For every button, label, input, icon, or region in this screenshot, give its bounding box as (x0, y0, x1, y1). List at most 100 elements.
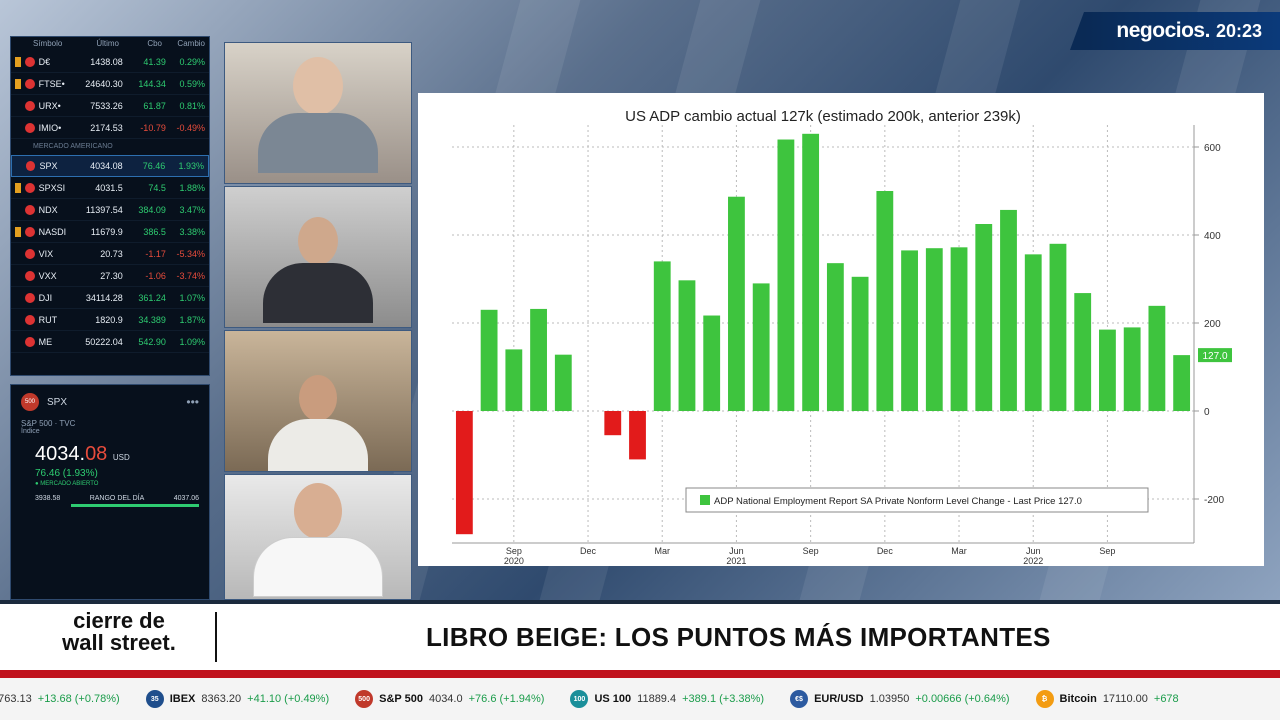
ticker-item: 500 S&P 500 4034.0 +76.6 (+1.94%) (355, 690, 544, 708)
last-value-label: 127.0 (1202, 351, 1227, 362)
ticker-change: +13.68 (+0.78%) (37, 693, 120, 705)
video-feed-1 (224, 42, 412, 184)
guest-4 (253, 483, 383, 597)
ticker-name: Bitcoin (1059, 693, 1097, 705)
ticker-change: +41.10 (+0.49%) (247, 693, 330, 705)
quote-symbol: SPX (39, 161, 58, 171)
header-change: Cbo (147, 39, 162, 48)
quote-pct: 0.81% (179, 100, 205, 111)
guest-2 (263, 217, 373, 323)
accent-line (0, 670, 1280, 678)
quote-row[interactable]: SPX 4034.08 76.46 1.93% (11, 155, 209, 177)
ticker-value: 1763.13 (0, 693, 32, 705)
x-tick-label: Dec (580, 546, 597, 556)
chart-bar (876, 191, 894, 411)
quote-pct: -5.34% (176, 248, 205, 259)
quote-row[interactable]: IMIO• 2174.53 -10.79 -0.49% (11, 117, 209, 139)
quote-row[interactable]: NASDI 11679.9 386.5 3.38% (11, 221, 209, 243)
spx-currency: USD (112, 453, 130, 462)
quote-change: 76.46 (142, 161, 166, 171)
flag-icon (24, 204, 35, 215)
chart-bar (703, 315, 721, 411)
chart-bar (1000, 209, 1017, 411)
y-tick-label: 400 (1204, 231, 1221, 242)
spx-detail-panel[interactable]: 500 SPX ••• S&P 500 · TVC Índice 4034.08… (10, 384, 210, 600)
chart-bar (925, 248, 943, 411)
quote-row[interactable]: ME 50222.04 542.90 1.09% (11, 331, 209, 353)
spx-price-dec: 08 (85, 443, 108, 465)
chart-bar (604, 411, 622, 436)
guest-3 (268, 375, 368, 471)
ticker-change: +0.00666 (+0.64%) (915, 693, 1010, 705)
ticker-item: ₿ Bitcoin 17110.00 +678 (1035, 690, 1179, 708)
quote-change: 34.389 (138, 314, 166, 325)
chart-bar (653, 261, 671, 411)
quote-symbol: URX• (38, 100, 61, 111)
flag-icon (24, 270, 35, 281)
x-tick-label: Mar (951, 546, 967, 556)
quote-symbol: DJI (38, 292, 53, 303)
chart-bar (1074, 293, 1092, 411)
x-year-label: 2022 (1023, 556, 1043, 566)
flag-icon (24, 314, 35, 325)
spx-change: 76.46 (1.93%) (35, 468, 98, 479)
header-pct: Cambio (177, 39, 205, 48)
index-logo-icon: €$ (790, 690, 809, 708)
spx-price-main: 4034. (35, 443, 86, 465)
quote-pct: 3.47% (179, 204, 205, 215)
spx-symbol: SPX (47, 396, 68, 408)
flag-icon (24, 56, 35, 67)
quote-change: -1.17 (145, 248, 166, 259)
chart-bar (1173, 355, 1191, 411)
alert-marker (15, 182, 21, 193)
quote-row[interactable]: VXX 27.30 -1.06 -3.74% (11, 265, 209, 287)
quote-row[interactable]: NDX 11397.54 384.09 3.47% (11, 199, 209, 221)
quote-row[interactable]: URX• 7533.26 61.87 0.81% (11, 95, 209, 117)
ticker-name: EUR/USD (814, 693, 864, 705)
quote-change: 144.34 (138, 78, 166, 89)
chart-bar (554, 354, 572, 411)
y-tick-label: 200 (1204, 319, 1221, 330)
quote-symbol: FTSE• (38, 78, 65, 89)
quote-row[interactable]: SPXSI 4031.5 74.5 1.88% (11, 177, 209, 199)
quote-row[interactable]: D€ 1438.08 41.39 0.29% (11, 51, 209, 73)
quote-value: 11679.9 (90, 226, 123, 237)
show-name: cierre de wall street. (44, 610, 194, 654)
alert-marker (15, 78, 21, 89)
chart-title: US ADP cambio actual 127k (estimado 200k… (625, 108, 1021, 125)
ticker-value: 1.03950 (869, 693, 910, 705)
quote-pct: 0.59% (179, 78, 205, 89)
alert-marker (15, 226, 21, 237)
quote-row[interactable]: DJI 34114.28 361.24 1.07% (11, 287, 209, 309)
header-symbol: Símbolo (33, 39, 63, 48)
ticker-change: +678 (1153, 693, 1179, 705)
ticker-name: S&P 500 (379, 693, 423, 705)
section-label: MERCADO AMERICANO (33, 143, 113, 150)
chart-bar (1099, 329, 1116, 411)
quote-row[interactable]: VIX 20.73 -1.17 -5.34% (11, 243, 209, 265)
spx-price: 4034.08 USD (11, 435, 209, 466)
clock: 20:23 (1215, 20, 1262, 41)
ticker-value: 4034.0 (428, 693, 463, 705)
quote-pct: 1.93% (178, 161, 204, 171)
more-options-icon[interactable]: ••• (186, 395, 199, 409)
brand-logo-text: negocios. (1116, 19, 1210, 42)
quote-change: 542.90 (138, 336, 166, 347)
alert-marker (15, 271, 21, 281)
ticker-item: €$ EUR/USD 1.03950 +0.00666 (+0.64%) (790, 690, 1010, 708)
quote-value: 20.73 (100, 248, 123, 259)
quote-pct: 1.09% (179, 336, 205, 347)
x-tick-label: Mar (654, 546, 670, 556)
quote-change: -10.79 (140, 122, 166, 133)
show-name-line-2: wall street. (62, 630, 176, 655)
ticker-value: 11889.4 (637, 693, 677, 705)
quote-value: 50222.04 (85, 336, 123, 347)
chart-bar (826, 263, 844, 411)
quote-row[interactable]: RUT 1820.9 34.389 1.87% (11, 309, 209, 331)
ticker-item: 1763.13 +13.68 (+0.78%) (0, 693, 120, 705)
quote-row[interactable]: FTSE• 24640.30 144.34 0.59% (11, 73, 209, 95)
quote-symbol: NASDI (38, 226, 67, 237)
header-last: Último (96, 39, 119, 48)
quote-symbol: NDX (38, 204, 58, 215)
quote-pct: 1.88% (179, 182, 205, 193)
